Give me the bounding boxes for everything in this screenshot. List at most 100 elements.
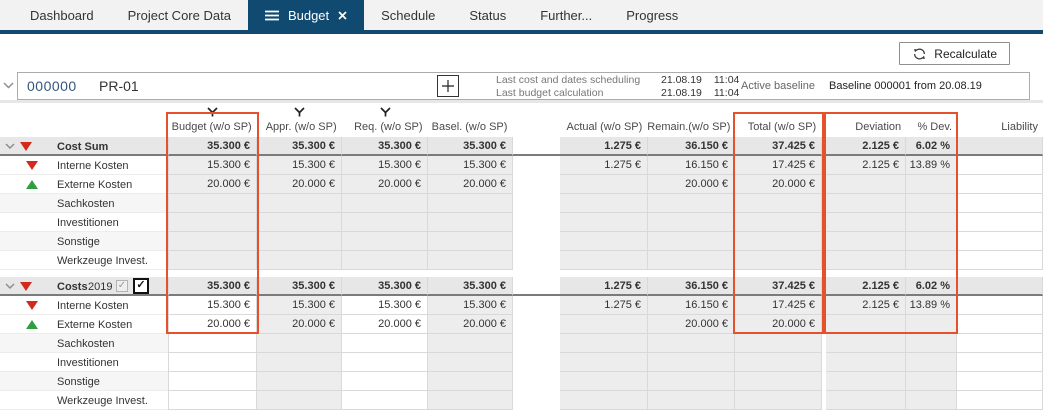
cell-req[interactable] (342, 391, 428, 410)
cell-budget (168, 194, 257, 213)
cell-liability (957, 194, 1043, 213)
cell-req[interactable] (342, 372, 428, 391)
toolbar: Recalculate (0, 34, 1043, 72)
column-header-row: Budget (w/o SP) Appr. (w/o SP) Req. (w/o S… (0, 117, 1043, 137)
cell-req: 35.300 € (342, 137, 428, 156)
project-expander-chevron[interactable] (3, 82, 14, 89)
cell-actual: 1.275 € (560, 296, 648, 315)
cell-deviation (826, 315, 906, 334)
cell-budget (168, 251, 257, 270)
table-row: Externe Kosten 20.000 €20.000 €20.000 €20… (0, 175, 1043, 194)
filter-row (0, 105, 1043, 117)
cell-total (735, 232, 822, 251)
table-row: Interne Kosten 15.300 €15.300 €15.300 €15… (0, 296, 1043, 315)
filter-icon[interactable] (293, 107, 306, 117)
tab-label: Further... (540, 7, 593, 23)
cell-budget: 35.300 € (168, 137, 257, 156)
row-label-text: Sachkosten (57, 338, 115, 350)
last-scheduling-label: Last cost and dates scheduling (496, 74, 641, 86)
cell-appr (257, 372, 342, 391)
cell-basel (428, 334, 513, 353)
column-header-deviation: Deviation (855, 121, 902, 133)
cell-basel: 35.300 € (428, 277, 513, 296)
filter-icon[interactable] (379, 107, 392, 117)
table-row: Externe Kosten 20.000 €20.000 €20.000 €20… (0, 315, 1043, 334)
last-scheduling-date: 21.08.19 (661, 74, 702, 86)
cell-total (735, 372, 822, 391)
refresh-icon (912, 47, 927, 61)
column-header-actual: Actual (w/o SP) (566, 121, 643, 133)
cell-appr: 35.300 € (257, 137, 342, 156)
tab-progress[interactable]: Progress (609, 0, 695, 30)
cell-actual (560, 232, 648, 251)
cell-deviation (826, 391, 906, 410)
tab-status[interactable]: Status (452, 0, 523, 30)
cell-basel (428, 232, 513, 251)
cell-basel: 15.300 € (428, 156, 513, 175)
add-button[interactable] (437, 75, 459, 97)
cell-actual (560, 315, 648, 334)
cell-liability (957, 315, 1043, 334)
recalculate-button[interactable]: Recalculate (899, 42, 1010, 65)
cell-budget[interactable]: 20.000 € (168, 315, 257, 334)
row-label-externe-kosten: Externe Kosten (0, 315, 168, 334)
cell-deviation: 2.125 € (826, 156, 906, 175)
cell-budget[interactable] (168, 372, 257, 391)
cell-total: 20.000 € (735, 175, 822, 194)
year-checkbox[interactable]: ✓ (133, 278, 149, 294)
row-label-werkzeuge-invest: Werkzeuge Invest. (0, 391, 168, 410)
year-label: 2019 (88, 281, 113, 293)
calculation-info-dates: 21.08.19 11:04 21.08.19 11:04 (661, 74, 739, 100)
cell-req (342, 213, 428, 232)
hamburger-menu-icon[interactable] (264, 10, 279, 21)
tab-schedule[interactable]: Schedule (364, 0, 452, 30)
project-header-strip: 000000 PR-01 Last cost and dates schedul… (0, 72, 1043, 105)
cell-req[interactable] (342, 334, 428, 353)
table-row: Sachkosten (0, 194, 1043, 213)
calculation-info-labels: Last cost and dates scheduling Last budg… (496, 74, 640, 100)
cell-total: 17.425 € (735, 296, 822, 315)
filter-icon[interactable] (206, 107, 219, 117)
cell-budget[interactable] (168, 391, 257, 410)
cell-req (342, 232, 428, 251)
cell-liability (957, 251, 1043, 270)
cell-liability (957, 213, 1043, 232)
cell-total (735, 213, 822, 232)
cell-budget: 15.300 € (168, 156, 257, 175)
tab-dashboard[interactable]: Dashboard (13, 0, 111, 30)
close-icon[interactable] (338, 10, 347, 20)
cell-budget (168, 213, 257, 232)
cell-actual (560, 251, 648, 270)
cell-budget[interactable]: 15.300 € (168, 296, 257, 315)
year-checkbox-readonly: ✓ (116, 280, 128, 292)
cell-actual (560, 334, 648, 353)
recalculate-label: Recalculate (934, 46, 997, 61)
cell-req[interactable] (342, 353, 428, 372)
cell-liability (957, 296, 1043, 315)
cell-budget[interactable] (168, 334, 257, 353)
cell-pct_dev (906, 251, 957, 270)
table-row: Sachkosten (0, 334, 1043, 353)
row-label-investitionen: Investitionen (0, 213, 168, 232)
row-label-cost-sum: Cost Sum (0, 137, 168, 156)
row-label-investitionen: Investitionen (0, 353, 168, 372)
tab-project-core-data[interactable]: Project Core Data (111, 0, 248, 30)
cell-req[interactable]: 15.300 € (342, 296, 428, 315)
section-gap (0, 270, 1043, 277)
row-label-text: Costs (57, 281, 88, 293)
project-name: PR-01 (99, 78, 139, 94)
cell-actual: 1.275 € (560, 156, 648, 175)
tab-budget[interactable]: Budget (247, 0, 365, 30)
cell-deviation (826, 372, 906, 391)
cell-liability (957, 137, 1043, 156)
cell-deviation: 2.125 € (826, 277, 906, 296)
cell-req[interactable]: 20.000 € (342, 315, 428, 334)
table-row: Sonstige (0, 232, 1043, 251)
row-label-text: Cost Sum (57, 141, 109, 153)
tab-further[interactable]: Further... (523, 0, 609, 30)
cell-basel: 15.300 € (428, 296, 513, 315)
collapse-chevron-icon[interactable] (5, 143, 15, 149)
row-label-text: Investitionen (57, 217, 119, 229)
cell-budget[interactable] (168, 353, 257, 372)
collapse-chevron-icon[interactable] (5, 283, 15, 289)
